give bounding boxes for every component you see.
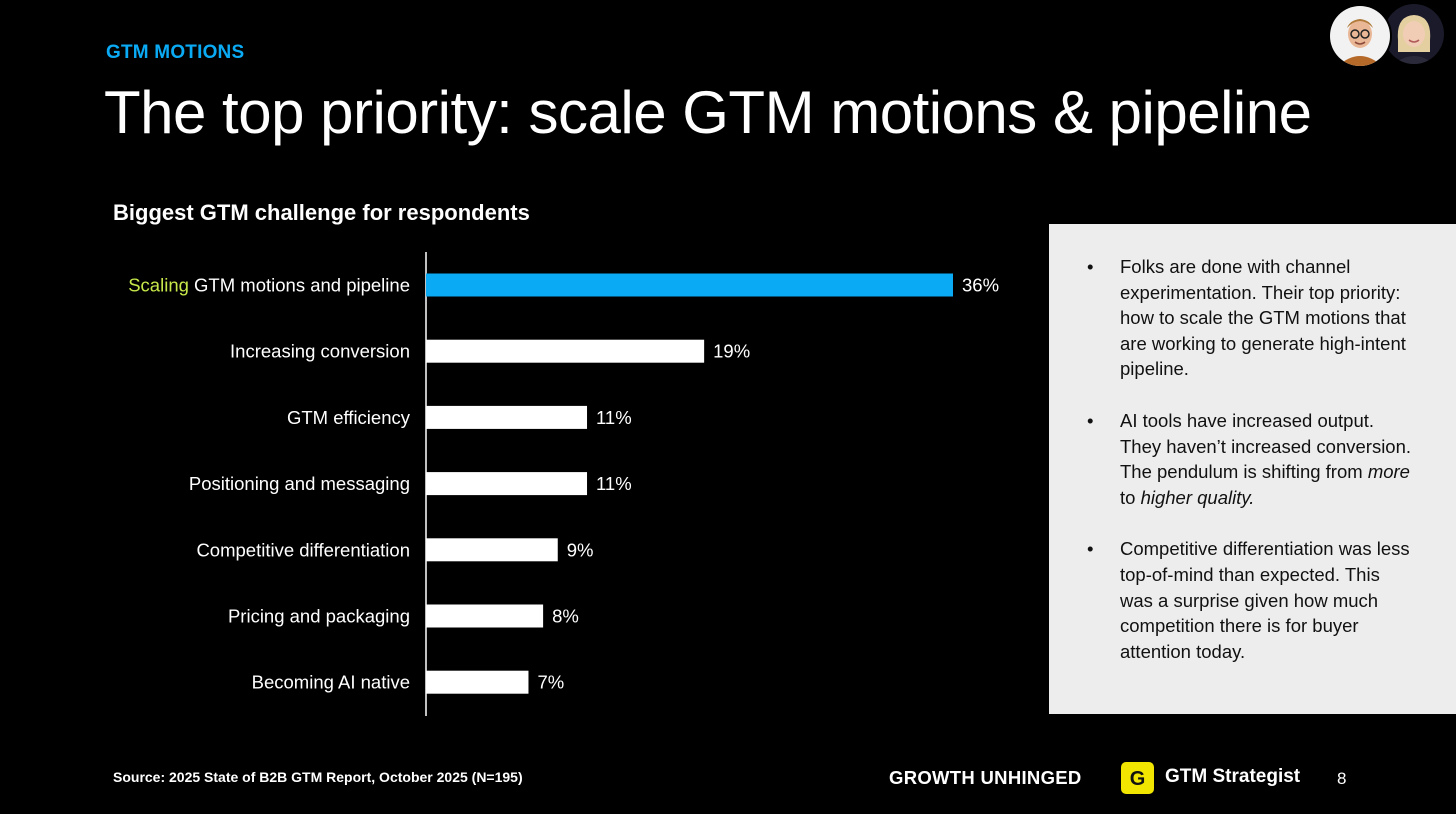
value-label-2: 11%	[596, 407, 632, 428]
bar-1	[426, 339, 705, 363]
insights-panel: • Folks are done with channel experiment…	[1049, 224, 1456, 714]
insight-emphasis-more: more	[1367, 461, 1410, 483]
bar-5	[426, 604, 544, 628]
brand-growth-unhinged: GROWTH UNHINGED	[889, 767, 1082, 788]
chart-title: Biggest GTM challenge for respondents	[113, 200, 530, 225]
insight-text-3: Competitive differentiation was less top…	[1120, 538, 1410, 662]
category-label-4: Competitive differentiation	[196, 539, 410, 560]
insight-item-1: • Folks are done with channel experiment…	[1087, 254, 1416, 382]
insight-text-1: Folks are done with channel experimentat…	[1120, 256, 1406, 380]
value-label-0: 36%	[962, 275, 999, 296]
value-label-1: 19%	[713, 341, 750, 362]
presenter-avatars	[1328, 4, 1448, 68]
page-title: The top priority: scale GTM motions & pi…	[104, 79, 1312, 146]
logo-letter: G	[1130, 768, 1146, 790]
category-label-5: Pricing and packaging	[228, 606, 410, 627]
bullet-icon: •	[1087, 409, 1094, 431]
insight-text-2b: to	[1120, 486, 1141, 508]
bullet-icon: •	[1087, 538, 1094, 560]
category-label-3: Positioning and messaging	[189, 473, 410, 494]
avatar-woman	[1384, 4, 1444, 64]
bar-6	[426, 670, 529, 694]
insight-item-3: • Competitive differentiation was less t…	[1087, 536, 1416, 664]
avatar-man	[1328, 4, 1392, 68]
eyebrow: GTM MOTIONS	[106, 42, 245, 63]
category-label-1: Increasing conversion	[230, 341, 410, 362]
insights-list: • Folks are done with channel experiment…	[1087, 254, 1416, 664]
category-label-6: Becoming AI native	[252, 672, 410, 693]
value-label-3: 11%	[596, 473, 632, 494]
value-label-5: 8%	[552, 606, 579, 627]
category-label-2: GTM efficiency	[287, 407, 411, 428]
bullet-icon: •	[1087, 256, 1094, 277]
bar-3	[426, 472, 588, 496]
category-label-0: Scaling GTM motions and pipeline	[128, 275, 410, 296]
bar-4	[426, 538, 558, 562]
value-label-6: 7%	[537, 672, 564, 693]
value-label-4: 9%	[567, 539, 594, 560]
source-note: Source: 2025 State of B2B GTM Report, Oc…	[113, 769, 523, 785]
bar-chart: Scaling GTM motions and pipeline 36% Incre…	[128, 252, 999, 716]
insight-text-2a: AI tools have increased output. They hav…	[1120, 409, 1412, 483]
insight-item-2: • AI tools have increased output. They h…	[1087, 408, 1416, 510]
gtm-strategist-logo-icon: G	[1121, 762, 1154, 794]
bar-2	[426, 405, 588, 429]
bar-0	[426, 273, 953, 297]
brand-gtm-strategist: GTM Strategist	[1165, 766, 1301, 787]
insight-emphasis-higher-quality: higher quality.	[1140, 486, 1255, 508]
page-number: 8	[1337, 769, 1347, 788]
